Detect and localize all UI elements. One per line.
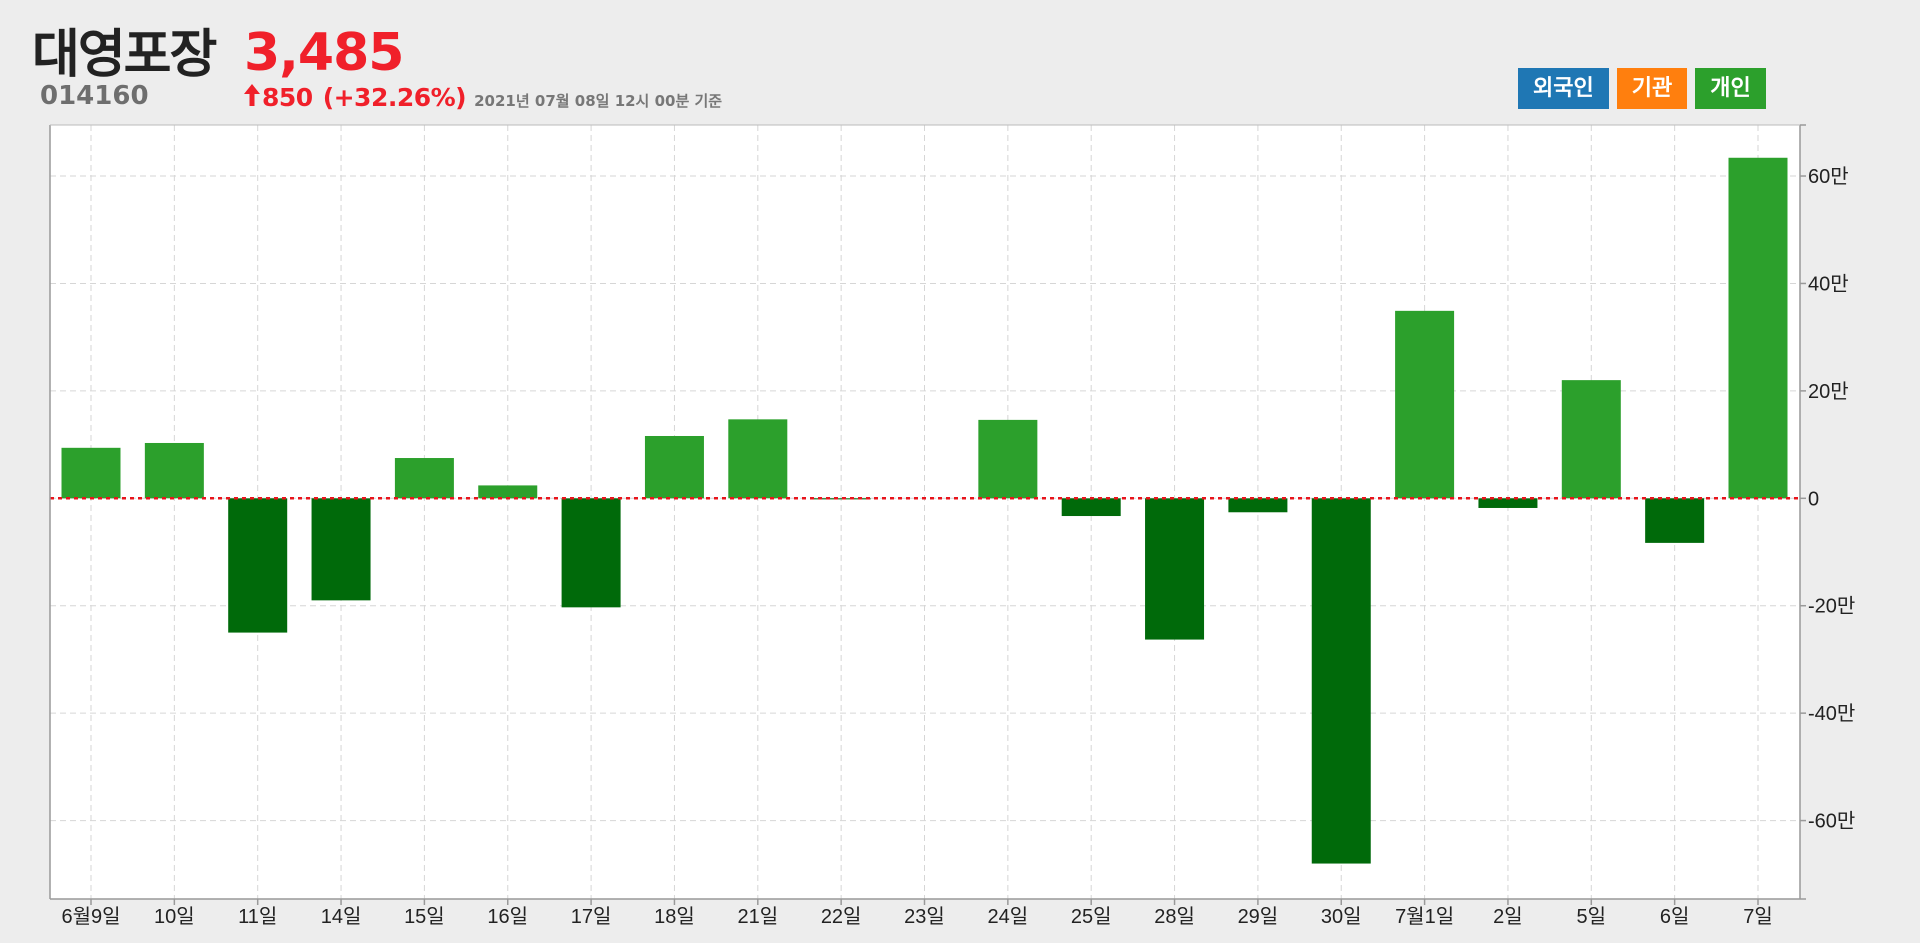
bar-9: [811, 498, 871, 500]
x-tick-label: 28일: [1154, 905, 1195, 928]
bar-14: [1228, 498, 1288, 513]
bar-13: [1145, 498, 1205, 640]
bar-12: [1061, 498, 1121, 517]
bar-17: [1478, 498, 1538, 508]
x-tick-label: 22일: [821, 905, 862, 928]
x-tick-label: 18일: [654, 905, 695, 928]
x-tick-label: 10일: [154, 905, 195, 928]
price-change: 850: [262, 83, 313, 112]
arrow-up-icon: [244, 84, 260, 106]
price-change-percent: (+32.26%): [322, 83, 467, 112]
bar-20: [1728, 157, 1788, 499]
bar-1: [144, 442, 204, 499]
as-of-timestamp: 2021년 07월 08일 12시 00분 기준: [474, 92, 723, 110]
x-tick-label: 30일: [1321, 905, 1362, 928]
y-tick-label: -40만: [1808, 702, 1855, 725]
x-tick-label: 24일: [988, 905, 1029, 928]
bar-16: [1395, 310, 1455, 499]
x-tick-label: 7일: [1743, 905, 1773, 928]
stock-code: 014160: [40, 81, 149, 111]
investor-legend: 외국인 기관 개인: [1518, 68, 1766, 109]
stock-name: 대영포장: [32, 25, 217, 85]
x-tick-label: 6월9일: [61, 905, 120, 928]
stock-price: 3,485: [244, 23, 404, 83]
x-tick-label: 16일: [487, 905, 528, 928]
bar-4: [394, 458, 454, 499]
x-tick-label: 11일: [238, 905, 277, 928]
bar-2: [228, 498, 288, 633]
x-tick-label: 5일: [1577, 905, 1607, 928]
bar-6: [561, 498, 621, 608]
x-tick-label: 7월1일: [1395, 905, 1454, 928]
bar-8: [728, 419, 788, 499]
bar-0: [61, 447, 121, 499]
x-tick-label: 23일: [904, 905, 945, 928]
bar-5: [478, 485, 538, 499]
bar-3: [311, 498, 371, 601]
legend-institution-button[interactable]: 기관: [1616, 68, 1688, 109]
y-tick-label: 40만: [1808, 272, 1849, 295]
x-tick-label: 14일: [321, 905, 362, 928]
x-tick-label: 21일: [737, 905, 778, 928]
x-tick-label: 2일: [1493, 905, 1523, 928]
y-tick-label: -60만: [1808, 810, 1855, 833]
bar-15: [1311, 498, 1371, 864]
bar-18: [1561, 380, 1621, 499]
bar-19: [1645, 498, 1705, 543]
legend-individual-button[interactable]: 개인: [1695, 68, 1766, 109]
y-tick-label: 20만: [1808, 380, 1849, 403]
bar-7: [644, 435, 704, 499]
bar-11: [978, 419, 1038, 499]
x-tick-label: 15일: [404, 905, 445, 928]
y-tick-label: 0: [1808, 488, 1819, 510]
price-change-line: 850 (+32.26%) 2021년 07월 08일 12시 00분 기준: [244, 82, 722, 117]
x-tick-label: 25일: [1071, 905, 1112, 928]
x-tick-label: 29일: [1238, 905, 1279, 928]
legend-foreign-button[interactable]: 외국인: [1518, 68, 1609, 109]
y-tick-label: -20만: [1808, 595, 1855, 618]
x-tick-label: 6일: [1660, 905, 1690, 928]
y-tick-label: 60만: [1808, 165, 1849, 188]
x-tick-label: 17일: [571, 905, 612, 928]
